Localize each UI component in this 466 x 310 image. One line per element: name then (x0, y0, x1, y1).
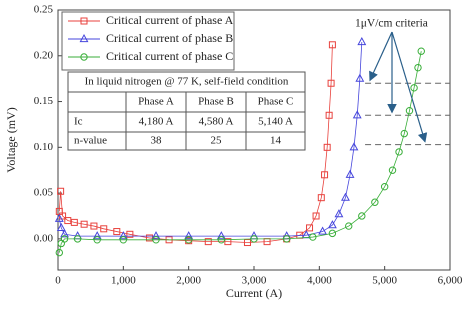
legend-marker (80, 53, 88, 61)
table-cell: n-value (74, 135, 107, 147)
y-axis-label: Voltage (mV) (4, 107, 18, 172)
data-point (118, 231, 128, 240)
data-point (217, 236, 226, 244)
legend-label: Critical current of phase C (106, 49, 233, 63)
data-point (334, 209, 344, 218)
y-tick-label: 0.20 (34, 49, 54, 61)
data-point (318, 226, 328, 235)
data-point (70, 218, 78, 226)
data-point (410, 84, 418, 92)
data-point (325, 111, 333, 119)
data-point (388, 166, 397, 174)
data-point (327, 79, 335, 87)
data-point (371, 198, 379, 206)
x-tick-label: 4,000 (307, 275, 332, 287)
data-point (224, 238, 232, 246)
data-point (306, 224, 314, 232)
data-point (395, 148, 403, 156)
data-point (405, 107, 414, 115)
data-point (317, 194, 325, 202)
table-cell: 14 (270, 135, 282, 147)
data-point (250, 235, 258, 243)
x-tick-label: 0 (55, 275, 61, 287)
data-point (414, 63, 422, 72)
table-cell: 38 (151, 135, 163, 147)
annotation-arrow (369, 31, 393, 82)
data-point (309, 233, 317, 241)
data-point (349, 142, 359, 151)
data-point (56, 222, 66, 231)
table-header: Phase B (198, 96, 234, 108)
data-point (204, 238, 212, 246)
data-point (54, 213, 64, 222)
table-header: Phase A (138, 96, 174, 108)
legend-marker (79, 33, 89, 43)
x-tick-label: 5,000 (372, 275, 397, 287)
data-point (380, 182, 389, 191)
y-tick-label: 0.00 (34, 232, 54, 244)
table-cell: Ic (74, 116, 83, 128)
table-title: In liquid nitrogen @ 77 K, self-field co… (85, 76, 289, 88)
data-point (243, 239, 251, 247)
data-point (345, 169, 355, 178)
data-point (352, 110, 362, 119)
table-cell: 4,580 A (199, 116, 234, 128)
data-point (64, 217, 72, 225)
annotation: 1μV/cm criteria (355, 18, 428, 30)
data-point (417, 47, 425, 55)
data-point (355, 73, 365, 82)
data-point (60, 235, 69, 243)
data-point (90, 222, 98, 230)
data-point (60, 229, 69, 238)
data-point (327, 220, 337, 229)
data-point (152, 236, 160, 244)
data-point (357, 36, 367, 46)
data-point (57, 187, 65, 195)
x-tick-label: 6,000 (438, 275, 463, 287)
x-axis-label: Current (A) (226, 286, 282, 300)
data-point (400, 129, 408, 138)
data-point (216, 231, 226, 240)
legend-label: Critical current of phase A (106, 13, 234, 27)
data-point (341, 192, 350, 201)
data-point (113, 228, 121, 236)
data-point (328, 41, 336, 49)
data-point (184, 236, 193, 244)
table-header: Phase C (258, 96, 294, 108)
data-point (92, 231, 102, 240)
data-point (126, 230, 134, 238)
data-point (312, 212, 320, 220)
y-tick-label: 0.05 (34, 187, 54, 199)
table-cell: 5,140 A (258, 116, 293, 128)
data-point (100, 225, 108, 233)
table-cell: 4,180 A (139, 116, 174, 128)
x-tick-label: 3,000 (242, 275, 267, 287)
data-point (328, 229, 337, 238)
data-point (55, 248, 64, 257)
data-point (345, 222, 353, 230)
data-point (80, 220, 88, 228)
y-tick-label: 0.10 (34, 141, 54, 153)
data-point (119, 236, 128, 244)
data-point (93, 236, 101, 244)
table-cell: 25 (211, 135, 223, 147)
x-tick-label: 1,000 (111, 275, 136, 287)
data-point (323, 143, 331, 151)
data-point (73, 235, 82, 243)
x-tick-label: 2,000 (176, 275, 201, 287)
y-tick-label: 0.25 (34, 4, 54, 16)
annotation-arrow (391, 31, 428, 143)
data-point (184, 231, 194, 240)
data-point (282, 235, 291, 243)
data-point (151, 231, 161, 240)
legend-label: Critical current of phase B (106, 31, 233, 45)
data-point (321, 171, 329, 179)
legend-box (61, 11, 235, 71)
y-tick-label: 0.15 (34, 95, 54, 107)
data-point (358, 212, 366, 220)
legend-marker (80, 17, 88, 25)
